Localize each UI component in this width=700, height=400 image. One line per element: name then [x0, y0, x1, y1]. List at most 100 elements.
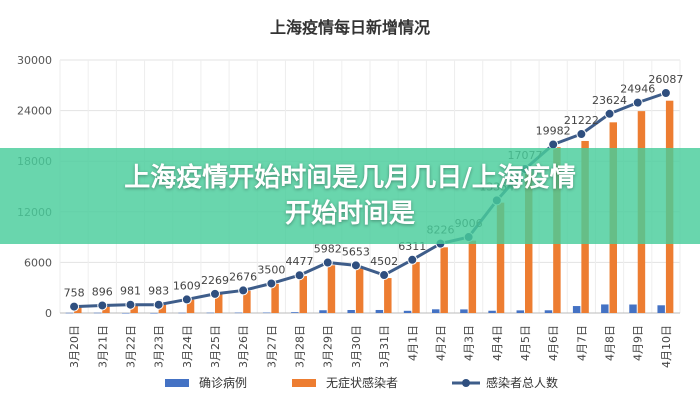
total-data-label: 24946: [620, 83, 655, 96]
bar-confirmed: [319, 310, 327, 313]
total-point: [153, 299, 164, 310]
bar-confirmed: [93, 312, 102, 314]
bar-confirmed: [262, 312, 271, 314]
x-tick-label: 4月3日: [463, 325, 476, 361]
total-point: [379, 270, 390, 281]
x-tick-label: 4月7日: [575, 325, 588, 361]
total-point: [604, 108, 615, 119]
bar-asymptomatic: [440, 247, 448, 313]
total-data-label: 1609: [173, 279, 201, 292]
bar-confirmed: [460, 309, 468, 313]
y-tick-label: 0: [45, 307, 52, 320]
overlay-title-line-1: 上海疫情开始时间是几月几日/上海疫情: [124, 163, 576, 193]
bar-confirmed: [516, 310, 524, 313]
bar-asymptomatic: [468, 240, 477, 313]
bar-confirmed: [601, 304, 609, 313]
chart-title: 上海疫情每日新增情况: [269, 18, 430, 37]
bar-confirmed: [488, 310, 496, 313]
x-tick-label: 4月5日: [519, 325, 532, 361]
x-tick-label: 4月2日: [434, 325, 447, 361]
x-tick-label: 3月20日: [68, 325, 81, 368]
bar-asymptomatic: [130, 304, 138, 313]
bar-confirmed: [544, 310, 553, 313]
x-tick-label: 4月6日: [547, 325, 560, 361]
x-tick-label: 3月31日: [378, 325, 391, 368]
overlay-title: 上海疫情开始时间是几月几日/上海疫情 开始时间是: [40, 160, 660, 232]
total-data-label: 26087: [648, 73, 683, 86]
bar-confirmed: [122, 312, 130, 314]
bar-asymptomatic: [299, 276, 307, 313]
total-point: [97, 300, 108, 311]
x-tick-label: 4月4日: [491, 325, 504, 361]
total-point: [238, 285, 249, 296]
total-data-label: 758: [64, 287, 85, 300]
x-tick-label: 3月29日: [322, 325, 335, 368]
total-point: [350, 260, 361, 271]
x-tick-label: 3月23日: [153, 325, 166, 368]
total-point: [322, 257, 333, 268]
overlay-title-line-2: 开始时间是: [284, 199, 415, 229]
bar-asymptomatic: [384, 278, 392, 313]
total-point: [69, 301, 80, 312]
total-data-label: 19982: [536, 124, 571, 137]
bar-asymptomatic: [496, 202, 505, 313]
y-tick-label: 30000: [17, 54, 52, 67]
bar-confirmed: [291, 312, 299, 313]
total-data-label: 5982: [314, 243, 342, 256]
total-data-label: 4502: [370, 255, 398, 268]
bar-confirmed: [657, 305, 665, 313]
bar-confirmed: [432, 309, 440, 313]
bar-confirmed: [347, 310, 355, 313]
x-tick-label: 3月22日: [124, 325, 137, 368]
total-point: [660, 87, 671, 98]
x-tick-label: 3月30日: [350, 325, 363, 368]
total-data-label: 4477: [286, 255, 314, 268]
x-tick-label: 3月26日: [237, 325, 250, 368]
legend-marker: [462, 379, 470, 387]
title-overlay-banner: 上海疫情开始时间是几月几日/上海疫情 开始时间是: [0, 148, 700, 244]
total-point: [294, 270, 305, 281]
bar-confirmed: [234, 312, 243, 314]
total-point: [266, 278, 277, 289]
total-data-label: 2269: [201, 274, 229, 287]
legend-label: 感染者总人数: [486, 375, 558, 390]
total-data-label: 896: [92, 285, 113, 298]
bar-asymptomatic: [327, 265, 336, 313]
x-tick-label: 3月25日: [209, 325, 222, 368]
x-tick-label: 3月21日: [96, 325, 109, 368]
legend-label: 确诊病例: [199, 375, 247, 390]
bar-confirmed: [572, 306, 581, 313]
bar-asymptomatic: [271, 283, 279, 313]
total-data-label: 5653: [342, 245, 370, 258]
x-tick-label: 3月24日: [181, 325, 194, 368]
bar-asymptomatic: [243, 290, 251, 313]
bar-asymptomatic: [158, 304, 167, 313]
total-point: [125, 299, 136, 310]
bar-confirmed: [375, 309, 384, 313]
bar-confirmed: [629, 304, 637, 313]
total-data-label: 23624: [592, 94, 627, 107]
bar-asymptomatic: [412, 261, 420, 313]
total-point: [632, 97, 643, 108]
total-data-label: 2676: [229, 270, 257, 283]
total-point: [181, 294, 192, 305]
x-tick-label: 3月28日: [294, 325, 307, 368]
bar-asymptomatic: [186, 299, 195, 313]
bar-confirmed: [65, 312, 74, 314]
legend-swatch: [165, 379, 189, 387]
bar-asymptomatic: [215, 294, 223, 313]
x-tick-label: 4月8日: [604, 325, 617, 361]
bar-asymptomatic: [102, 305, 110, 313]
total-data-label: 983: [148, 285, 169, 298]
total-data-label: 3500: [257, 263, 285, 276]
x-tick-label: 4月1日: [406, 325, 419, 361]
y-tick-label: 6000: [24, 256, 52, 269]
total-point: [210, 288, 220, 299]
bar-confirmed: [206, 312, 214, 314]
bar-confirmed: [403, 310, 412, 313]
y-tick-label: 24000: [17, 105, 52, 118]
bar-confirmed: [178, 312, 186, 314]
total-point: [576, 129, 587, 140]
bar-confirmed: [150, 312, 158, 314]
